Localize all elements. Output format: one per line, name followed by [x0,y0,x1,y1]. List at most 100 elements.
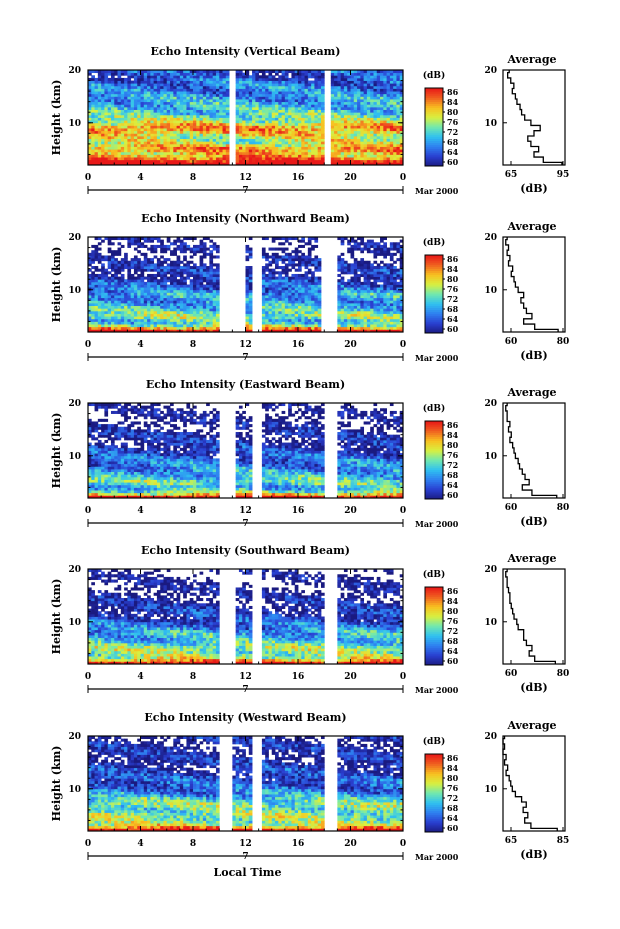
heatmap-cell [301,101,305,105]
heatmap-cell [94,88,99,92]
heatmap-cell [330,101,335,105]
heatmap-cell [304,93,309,97]
heatmap-cell [97,125,102,129]
heatmap-cell [343,106,348,110]
heatmap-cell [252,159,256,163]
heatmap-cell [219,109,223,113]
heatmap-cell [307,159,312,163]
heatmap-cell [370,80,374,84]
heatmap-cell [330,141,335,145]
heatmap-cell [281,70,286,74]
heatmap-cell [340,70,345,74]
heatmap-cell [189,159,194,163]
heatmap-cell [294,143,299,147]
heatmap-cell [298,143,302,147]
heatmap-cell [340,83,345,87]
heatmap-cell [150,125,155,129]
heatmap-cell [189,162,194,166]
heatmap-cell [130,308,135,312]
heatmap-cell [317,96,322,100]
colorbar-segment [425,152,443,155]
y-tick-label: 10 [68,119,81,129]
heatmap-cell [94,326,99,330]
heatmap-cell [265,157,269,161]
heatmap-cell [337,70,342,74]
heatmap-cell [248,114,253,118]
heatmap-cell [340,77,345,81]
heatmap-cell [173,292,177,296]
heatmap-cell [156,157,161,161]
heatmap-cell [288,141,292,145]
heatmap-cell [225,117,230,121]
heatmap-cell [160,138,164,142]
heatmap-cell [114,93,118,97]
heatmap-cell [281,287,286,291]
heatmap-cell [317,326,322,330]
heatmap-cell [127,292,132,296]
heatmap-cell [288,128,292,132]
heatmap-cell [238,133,243,137]
heatmap-cell [383,138,387,142]
heatmap-cell [94,310,99,314]
heatmap-cell [366,109,371,113]
heatmap-cell [248,318,253,322]
heatmap-cell [133,91,138,95]
heatmap-cell [317,305,322,309]
heatmap-cell [340,112,345,116]
heatmap-cell [307,300,312,304]
heatmap-cell [143,316,148,320]
heatmap-cell [94,93,99,97]
heatmap-cell [281,104,286,108]
heatmap-cell [143,135,148,140]
heatmap-cell [363,117,368,121]
heatmap-cell [117,80,122,84]
heatmap-cell [143,70,148,74]
heatmap-cell [196,159,200,163]
heatmap-cell [366,321,371,325]
heatmap-cell [311,85,315,89]
heatmap-cell [156,292,161,296]
heatmap-cell [238,154,243,158]
heatmap-cell [137,70,141,74]
heatmap-cell [380,324,384,328]
heatmap-cell [304,70,309,74]
heatmap-cell [176,300,181,304]
heatmap-cell [294,112,299,116]
heatmap-cell [238,77,243,81]
heatmap-cell [248,289,253,293]
heatmap-cell [281,297,286,301]
heatmap-cell [317,300,322,304]
heatmap-cell [261,318,266,322]
heatmap-cell [294,88,299,92]
heatmap-cell [360,295,365,299]
heatmap-cell [189,106,194,110]
heatmap-cell [160,141,164,145]
heatmap-cell [176,321,181,325]
heatmap-cell [353,93,358,97]
heatmap-cell [268,125,273,129]
heatmap-cell [163,93,168,97]
heatmap-cell [271,117,276,121]
heatmap-cell [370,289,374,293]
heatmap-cell [163,308,168,312]
heatmap-cell [186,310,191,314]
heatmap-cell [284,313,289,317]
heatmap-cell [307,117,312,121]
heatmap-cell [261,305,266,309]
heatmap-cell [268,289,273,293]
heatmap-cell [202,162,207,166]
heatmap-cell [212,287,217,291]
heatmap-cell [320,80,325,84]
heatmap-cell [396,138,401,142]
heatmap-cell [278,106,282,110]
heatmap-cell [347,70,351,74]
heatmap-cell [252,141,256,145]
heatmap-cell [97,135,102,140]
heatmap-cell [261,114,266,118]
heatmap-cell [357,329,361,333]
heatmap-cell [120,281,125,285]
heatmap-cell [337,162,342,166]
heatmap-cell [199,101,204,105]
heatmap-cell [140,287,145,291]
colorbar-segment [425,142,443,145]
